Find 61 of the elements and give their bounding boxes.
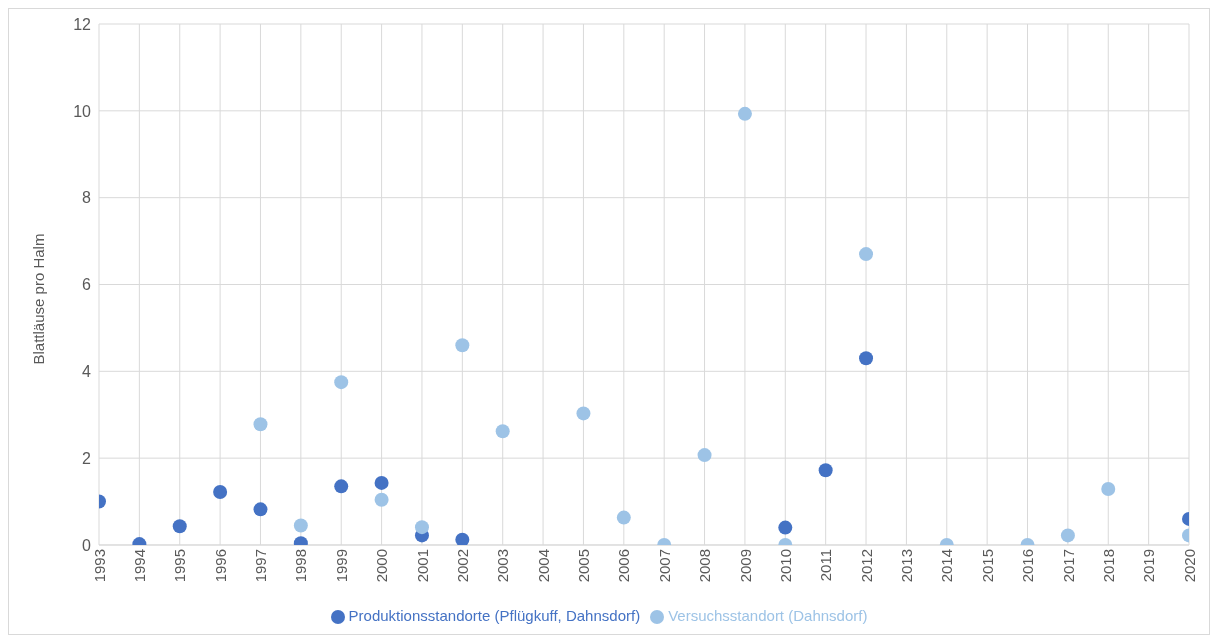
x-tick-label: 2015 <box>978 548 996 583</box>
y-tick-label: 12 <box>73 15 92 33</box>
point <box>455 532 470 545</box>
x-tick-label: 2012 <box>857 548 875 583</box>
point <box>253 417 268 432</box>
x-tick-label: 2018 <box>1099 548 1117 583</box>
point <box>737 106 752 121</box>
point <box>334 479 349 494</box>
x-tick-label: 2007 <box>655 548 673 583</box>
legend-label: Versuchsstandort (Dahnsdorf) <box>668 606 868 624</box>
x-tick-label: 1994 <box>131 548 149 583</box>
point <box>778 520 793 535</box>
x-tick-label: 1999 <box>332 548 350 583</box>
x-tick-label: 2011 <box>817 548 835 582</box>
point <box>859 351 874 366</box>
y-tick-label: 6 <box>82 276 92 294</box>
x-tick-label: 2009 <box>736 548 754 583</box>
point <box>616 510 631 525</box>
point <box>495 424 510 439</box>
x-tick-label: 2014 <box>938 548 956 583</box>
point <box>253 502 268 517</box>
y-tick-label: 10 <box>73 102 92 120</box>
point <box>213 485 228 499</box>
x-tick-label: 2020 <box>1180 548 1198 583</box>
point <box>576 406 591 421</box>
y-axis-title: Blattläuse pro Halm <box>30 233 48 365</box>
point <box>859 247 874 262</box>
x-tick-label: 2019 <box>1140 548 1158 583</box>
x-tick-label: 2006 <box>615 548 633 583</box>
point <box>293 518 308 533</box>
y-tick-label: 2 <box>82 449 92 467</box>
point <box>1060 528 1075 543</box>
x-tick-label: 2004 <box>534 548 552 583</box>
x-tick-label: 2013 <box>898 548 916 583</box>
point <box>172 519 187 534</box>
x-tick-label: 2005 <box>575 548 593 583</box>
x-tick-label: 1996 <box>211 548 229 583</box>
legend-label: Produktionsstandorte (Pflügkuff, Dahnsdorf) <box>348 606 641 624</box>
x-tick-label: 2017 <box>1059 548 1077 583</box>
x-tick-label: 2002 <box>453 548 471 583</box>
x-tick-label: 2016 <box>1019 548 1037 583</box>
x-tick-label: 2010 <box>776 548 794 583</box>
point <box>374 475 389 490</box>
x-tick-label: 1995 <box>171 548 189 583</box>
x-tick-label: 2003 <box>494 548 512 583</box>
x-tick-label: 1998 <box>292 548 310 583</box>
point <box>334 375 349 390</box>
x-tick-label: 2000 <box>373 548 391 583</box>
point <box>374 492 389 507</box>
y-tick-label: 4 <box>82 362 92 380</box>
y-tick-label: 0 <box>82 536 92 554</box>
point <box>818 463 833 478</box>
point <box>1101 481 1116 496</box>
x-tick-label: 1993 <box>90 548 108 583</box>
x-tick-label: 1997 <box>252 548 270 583</box>
point <box>697 448 712 463</box>
y-tick-label: 8 <box>82 189 92 207</box>
point <box>455 338 470 353</box>
x-tick-label: 2008 <box>696 548 714 583</box>
point <box>414 520 429 535</box>
x-tick-label: 2001 <box>413 548 431 583</box>
